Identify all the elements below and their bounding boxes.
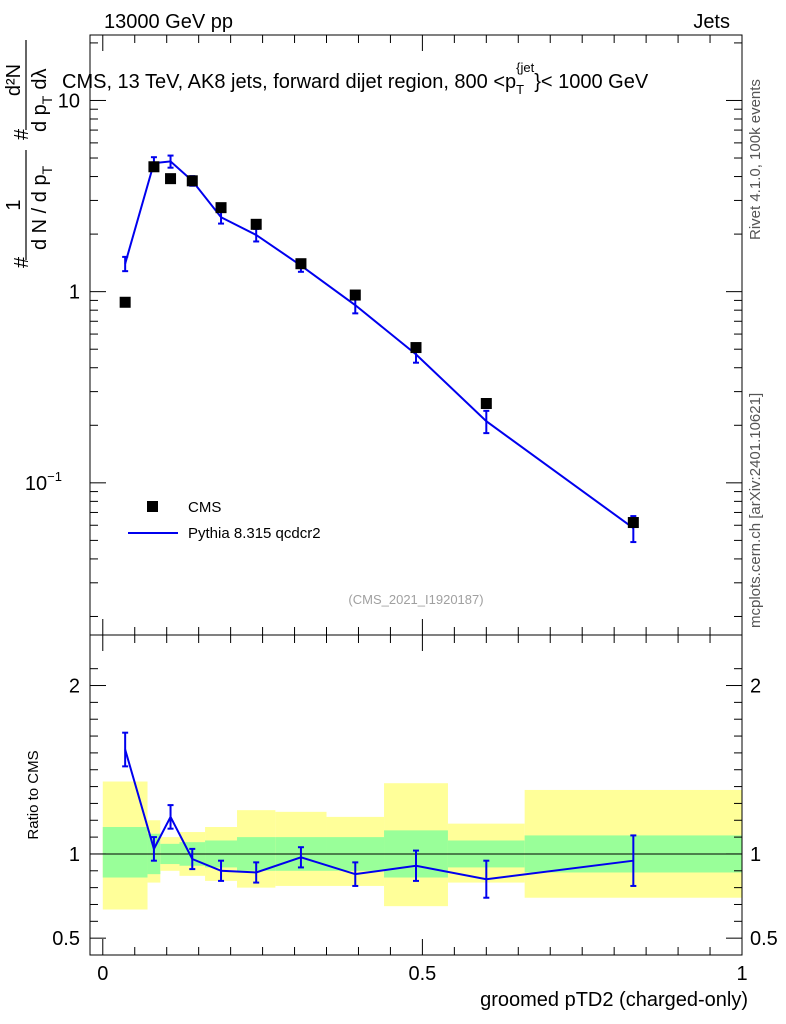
cms-data-point [349, 289, 361, 301]
main-y-tick-labels: 10−1 1 10 [25, 90, 80, 494]
main-y-axis-label: # 1 d N / d pT # d²N d pTdλ [3, 40, 55, 268]
x-tick-label: 0 [97, 963, 108, 985]
ratio-y-tick-label-left: 2 [69, 676, 80, 698]
cms-data-point [165, 173, 177, 185]
ratio-frame [89, 634, 743, 956]
mc-line [124, 160, 634, 529]
main-frame [89, 34, 743, 636]
legend-mc-label: Pythia 8.315 qcdcr2 [188, 525, 321, 542]
ratio-mc-series [122, 731, 637, 899]
main-data-series [119, 161, 639, 529]
legend: CMS Pythia 8.315 qcdcr2 [128, 499, 321, 542]
main-panel: 10−1 1 10 [25, 34, 743, 636]
analysis-watermark: (CMS_2021_I1920187) [348, 592, 483, 607]
ylabel-second-denominator: d pTdλ [29, 69, 55, 133]
cms-data-point [119, 296, 131, 308]
header-right: Jets [693, 11, 730, 33]
rivet-version-label: Rivet 4.1.0, 100k events [747, 79, 764, 240]
main-title: CMS, 13 TeV, AK8 jets, forward dijet reg… [62, 60, 649, 97]
ratio-tick-labels: 0.5 0.51 12 20 0.5 1 [52, 676, 778, 985]
x-tick-label: 0.5 [408, 963, 436, 985]
cms-data-point [250, 218, 262, 230]
ratio-panel: 0.5 0.51 12 20 0.5 1 [52, 634, 778, 985]
ratio-y-tick-label-left: 1 [69, 844, 80, 866]
x-tick-label: 1 [736, 963, 747, 985]
ratio-band-inner [102, 827, 148, 878]
main-ticks [90, 35, 743, 635]
main-y-tick-label: 10−1 [25, 469, 62, 495]
main-mc-series [122, 154, 637, 544]
ratio-y-tick-label-right: 0.5 [750, 928, 778, 950]
cms-data-point [295, 258, 307, 270]
x-axis-label: groomed pTD2 (charged-only) [480, 989, 748, 1011]
header-left: 13000 GeV pp [104, 11, 233, 33]
ratio-y-axis-label: Ratio to CMS [25, 750, 42, 839]
cms-data-point [627, 517, 639, 529]
legend-cms-marker [147, 501, 158, 512]
mcplots-label: mcplots.cern.ch [arXiv:2401.10621] [747, 393, 764, 628]
ratio-uncertainty-bands [102, 781, 742, 910]
main-y-tick-label: 10 [58, 90, 80, 112]
cms-data-point [410, 342, 422, 354]
svg-text:#: # [11, 256, 33, 268]
svg-text:d²N: d²N [3, 64, 25, 96]
cms-data-point [215, 202, 227, 214]
svg-text:#: # [11, 128, 33, 140]
ratio-y-tick-label-left: 0.5 [52, 928, 80, 950]
cms-data-point [480, 398, 492, 410]
ylabel-denominator: d N / d pT [29, 165, 55, 250]
main-y-tick-label: 1 [69, 282, 80, 304]
cms-data-point [148, 161, 160, 173]
ratio-y-tick-label-right: 2 [750, 676, 761, 698]
svg-text:1: 1 [3, 199, 25, 210]
cms-data-point [186, 175, 198, 187]
ratio-ticks [90, 635, 743, 955]
legend-cms-label: CMS [188, 499, 221, 516]
ratio-y-tick-label-right: 1 [750, 844, 761, 866]
